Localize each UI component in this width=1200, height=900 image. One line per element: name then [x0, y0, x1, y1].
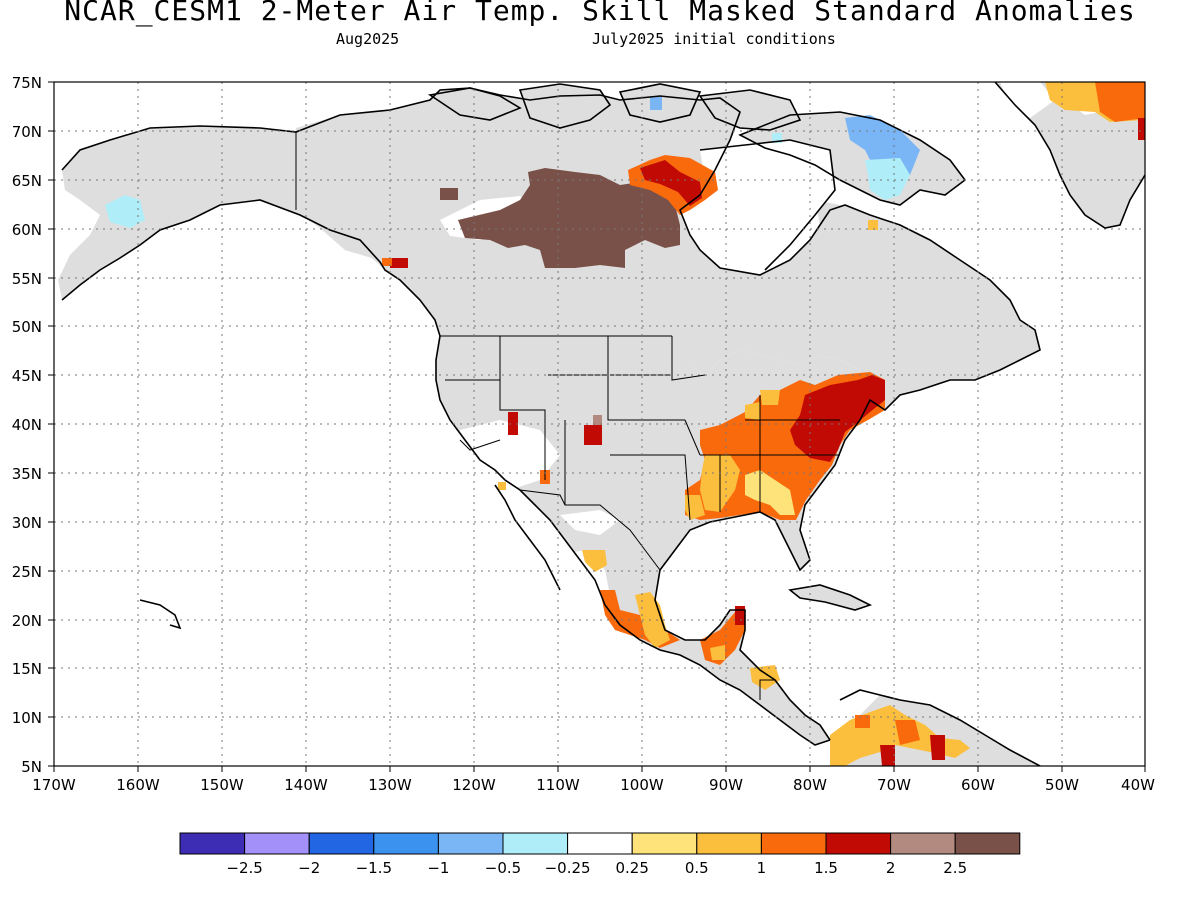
lon-label: 140W [284, 776, 328, 794]
lon-label: 50W [1045, 776, 1079, 794]
colorbar-label: 2 [886, 859, 896, 877]
colorbar-swatch [244, 832, 310, 855]
lat-label: 65N [12, 172, 42, 190]
lon-label: 100W [620, 776, 664, 794]
lon-label: 40W [1121, 776, 1155, 794]
colorbar-swatch [179, 832, 246, 855]
colorbar-swatch [373, 832, 439, 855]
forecast-month: Aug2025 [336, 30, 400, 48]
lat-label: 20N [12, 612, 42, 630]
colorbar-swatch [696, 832, 762, 855]
colorbar-label: −2.5 [226, 859, 262, 877]
lon-label: 120W [452, 776, 496, 794]
colorbar-swatch [890, 832, 956, 855]
lon-label: 160W [116, 776, 160, 794]
lon-label: 150W [200, 776, 244, 794]
lon-label: 70W [877, 776, 911, 794]
coastlines [61, 82, 1145, 766]
colorbar-swatch [760, 832, 827, 855]
initial-conditions-label: July2025 initial conditions [592, 30, 836, 48]
lat-label: 40N [12, 416, 42, 434]
lon-label: 170W [32, 776, 76, 794]
colorbar-label: 1 [757, 859, 767, 877]
colorbar-swatch [825, 832, 892, 855]
lat-label: 45N [12, 367, 42, 385]
lon-label: 80W [793, 776, 827, 794]
colorbar-label: −1 [427, 859, 449, 877]
high-anomaly-region [440, 168, 680, 268]
lat-label: 10N [12, 709, 42, 727]
lat-label: 30N [12, 514, 42, 532]
colorbar-label: −0.25 [545, 859, 591, 877]
graticule [54, 82, 1145, 766]
lat-label: 50N [12, 318, 42, 336]
lat-label: 75N [12, 74, 42, 92]
political-boundaries [295, 132, 840, 700]
colorbar-swatch [502, 832, 569, 855]
colorbar-label: 0.5 [685, 859, 709, 877]
colorbar-swatch [954, 832, 1021, 855]
lat-label: 15N [12, 660, 42, 678]
colorbar-label: 2.5 [943, 859, 967, 877]
colorbar-label: −0.5 [485, 859, 521, 877]
lon-label: 60W [961, 776, 995, 794]
colorbar-swatch [437, 832, 504, 855]
lat-labels: 75N 70N 65N 60N 55N 50N 45N 40N 35N 30N … [12, 74, 42, 776]
colorbar: −2.5 −2 −1.5 −1 −0.5 −0.25 0.25 0.5 1 1.… [179, 832, 1021, 877]
lat-label: 35N [12, 465, 42, 483]
colorbar-label: 0.25 [615, 859, 648, 877]
lat-label: 25N [12, 563, 42, 581]
colorbar-label: −2 [298, 859, 320, 877]
colorbar-swatch [308, 832, 375, 855]
lat-label: 5N [21, 758, 42, 776]
colorbar-swatch [567, 832, 633, 855]
map-title: NCAR_CESM1 2-Meter Air Temp. Skill Maske… [64, 0, 1136, 27]
colorbar-swatch [631, 832, 698, 855]
lon-labels: 170W 160W 150W 140W 130W 120W 110W 100W … [32, 776, 1155, 794]
colorbar-label: −1.5 [356, 859, 392, 877]
map-layer [54, 82, 1145, 766]
colorbar-label: 1.5 [814, 859, 838, 877]
lon-label: 130W [368, 776, 412, 794]
axis-ticks [48, 81, 1146, 772]
colorbar-labels: −2.5 −2 −1.5 −1 −0.5 −0.25 0.25 0.5 1 1.… [226, 859, 967, 877]
lon-label: 90W [709, 776, 743, 794]
lat-label: 55N [12, 270, 42, 288]
lat-label: 60N [12, 221, 42, 239]
warm-anomalies [382, 82, 1145, 766]
lat-label: 70N [12, 123, 42, 141]
cold-anomalies [105, 97, 920, 228]
lon-label: 110W [536, 776, 580, 794]
